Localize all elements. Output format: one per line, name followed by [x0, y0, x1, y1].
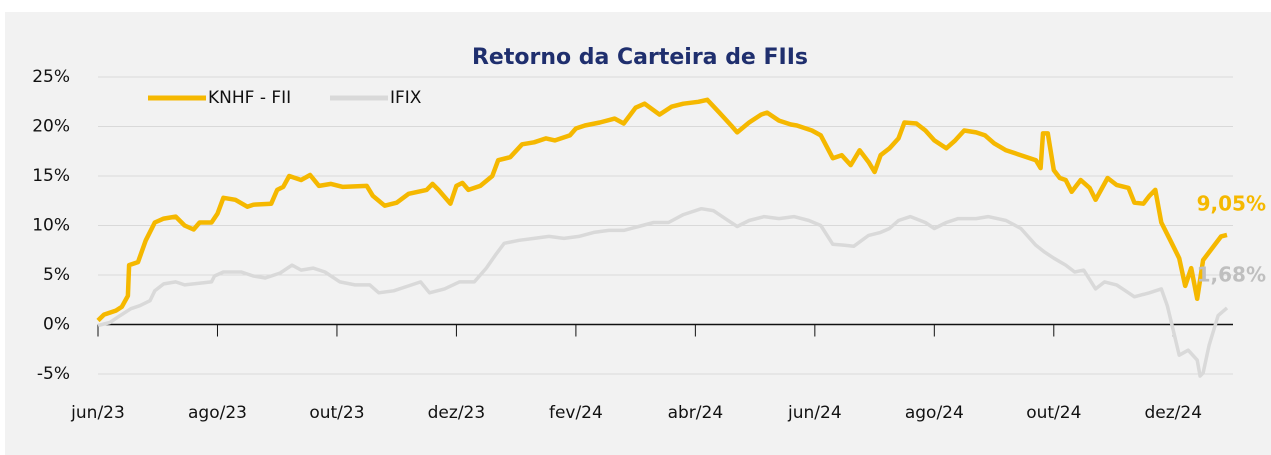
- x-tick-label: ago/24: [905, 403, 964, 423]
- x-tick-label: out/24: [1026, 403, 1081, 423]
- chart-background: [5, 12, 1271, 455]
- x-tick-label: jun/24: [787, 403, 842, 423]
- x-tick-label: abr/24: [668, 403, 724, 423]
- y-tick-label: 25%: [32, 67, 70, 87]
- y-tick-label: -5%: [37, 364, 70, 384]
- series-line: [97, 206, 1229, 378]
- legend-label: KNHF - FII: [208, 88, 291, 108]
- x-tick-label: dez/24: [1144, 403, 1202, 423]
- y-tick-label: 5%: [43, 265, 70, 285]
- x-tick-label: ago/23: [188, 403, 247, 423]
- x-tick-label: out/23: [309, 403, 364, 423]
- legend-label: IFIX: [390, 88, 422, 108]
- end-label: 1,68%: [1197, 263, 1266, 287]
- x-tick-label: fev/24: [549, 403, 603, 423]
- x-tick-label: jun/23: [70, 403, 125, 423]
- end-label: 9,05%: [1197, 192, 1266, 216]
- y-tick-label: 15%: [32, 166, 70, 186]
- series-line: [96, 97, 1228, 323]
- chart-title: Retorno da Carteira de FIIs: [472, 45, 808, 70]
- x-tick-label: dez/23: [428, 403, 486, 423]
- y-tick-label: 10%: [32, 216, 70, 236]
- y-tick-label: 0%: [43, 315, 70, 335]
- y-tick-label: 20%: [32, 117, 70, 137]
